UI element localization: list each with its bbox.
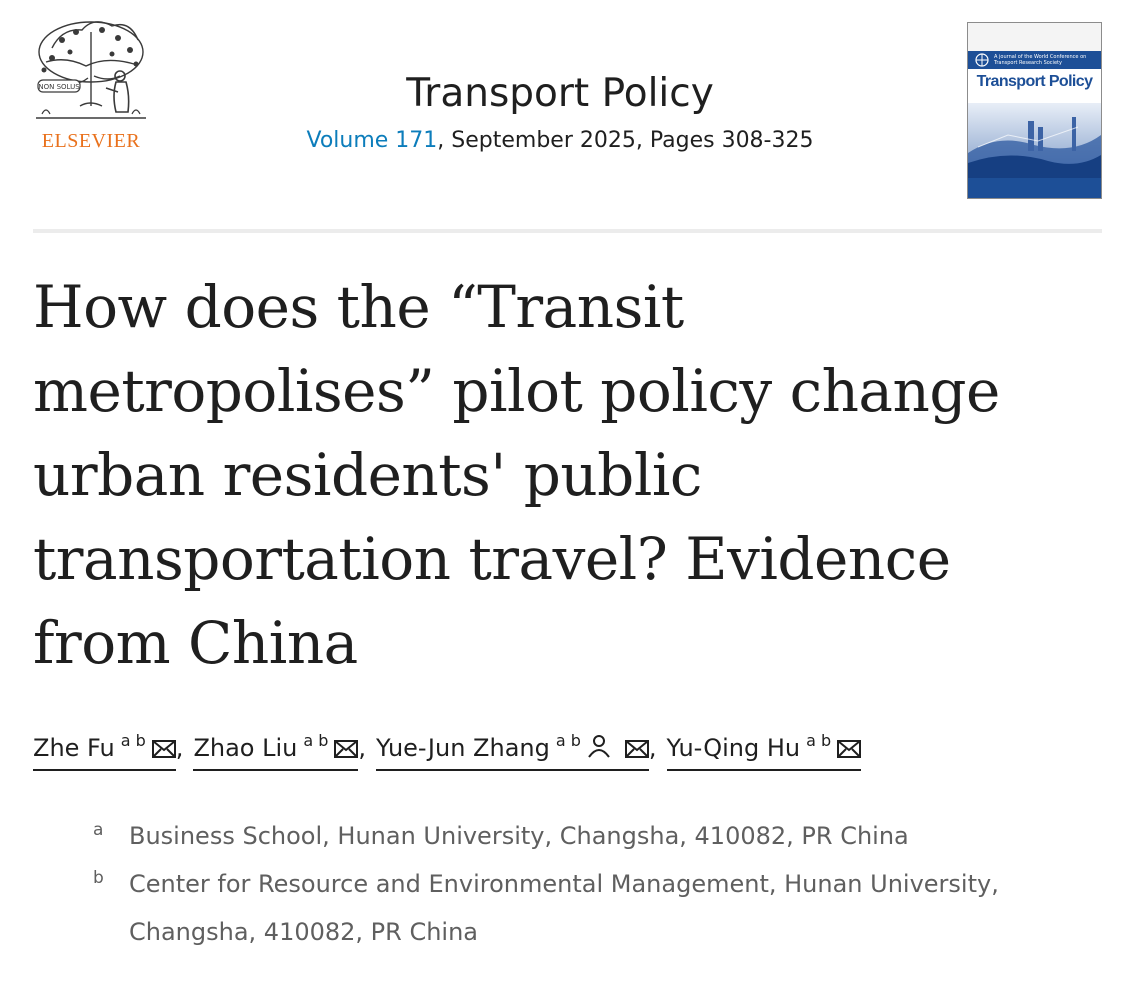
issue-line: Volume 171, September 2025, Pages 308-32… (250, 126, 870, 156)
issue-details: , September 2025, Pages 308-325 (437, 128, 814, 153)
author-name: Zhe Fu (33, 734, 115, 762)
author-name: Yue-Jun Zhang (376, 734, 550, 762)
elsevier-tree-icon: NON SOLUS (36, 21, 146, 119)
author-link[interactable]: Yue-Jun Zhang a b (376, 722, 649, 771)
author-name: Zhao Liu (193, 734, 298, 762)
envelope-icon[interactable] (837, 731, 862, 769)
affiliation-item: a Business School, Hunan University, Cha… (93, 812, 1103, 860)
journal-info: Transport Policy Volume 171, September 2… (250, 68, 870, 156)
affiliation-text: Business School, Hunan University, Chang… (129, 822, 909, 850)
cover-title: Transport Policy (976, 73, 1093, 90)
author-list: Zhe Fu a b, Zhao Liu a b, Yue-Jun Zhang a b,Y… (33, 722, 1093, 771)
author-link[interactable]: Zhao Liu a b (193, 722, 359, 771)
affiliation-item: Changsha, 410082, PR China (93, 908, 1103, 956)
article-title: How does the “Transit metropolises” pilo… (33, 273, 1000, 677)
cover-header-strip (968, 23, 1101, 51)
affiliation-label: b (93, 868, 104, 888)
wctrs-logo-icon (975, 53, 989, 67)
affiliation-item: b Center for Resource and Environmental … (93, 860, 1103, 908)
cover-band: A journal of the World Conference on Tra… (968, 51, 1101, 69)
author-affil-labels: a b (555, 731, 581, 750)
person-icon[interactable] (587, 731, 611, 769)
journal-cover-image[interactable]: A journal of the World Conference on Tra… (967, 22, 1102, 199)
author-affil-labels: a b (303, 731, 329, 750)
header-divider (33, 229, 1102, 233)
envelope-icon[interactable] (624, 731, 649, 769)
affiliation-text: Center for Resource and Environmental Ma… (129, 870, 999, 898)
affiliation-text: Changsha, 410082, PR China (129, 918, 479, 946)
author-affil-labels: a b (806, 731, 832, 750)
author-link[interactable]: Zhe Fu a b (33, 722, 176, 771)
affiliation-list: a Business School, Hunan University, Cha… (93, 812, 1103, 956)
author-name: Yu-Qing Hu (666, 734, 801, 762)
envelope-icon[interactable] (151, 731, 176, 769)
envelope-icon[interactable] (334, 731, 359, 769)
logo-motto: NON SOLUS (38, 83, 80, 91)
volume-link[interactable]: Volume 171 (306, 128, 438, 153)
author-separator: , (358, 734, 367, 762)
elsevier-logo[interactable]: NON SOLUS ELSEVIER (32, 18, 150, 153)
cover-footer-strip (968, 178, 1101, 198)
author-affil-labels: a b (120, 731, 146, 750)
journal-title-link[interactable]: Transport Policy (406, 71, 714, 116)
cover-band-text: A journal of the World Conference on Tra… (994, 54, 1087, 66)
page-header: NON SOLUS ELSEVIER Transport Policy Volu… (0, 0, 1121, 230)
elsevier-wordmark: ELSEVIER (41, 130, 141, 152)
author-separator: , (648, 734, 657, 762)
author-separator: , (175, 734, 184, 762)
author-link[interactable]: Yu-Qing Hu a b (666, 722, 862, 771)
affiliation-label: a (93, 820, 104, 840)
cover-artwork (968, 103, 1101, 178)
